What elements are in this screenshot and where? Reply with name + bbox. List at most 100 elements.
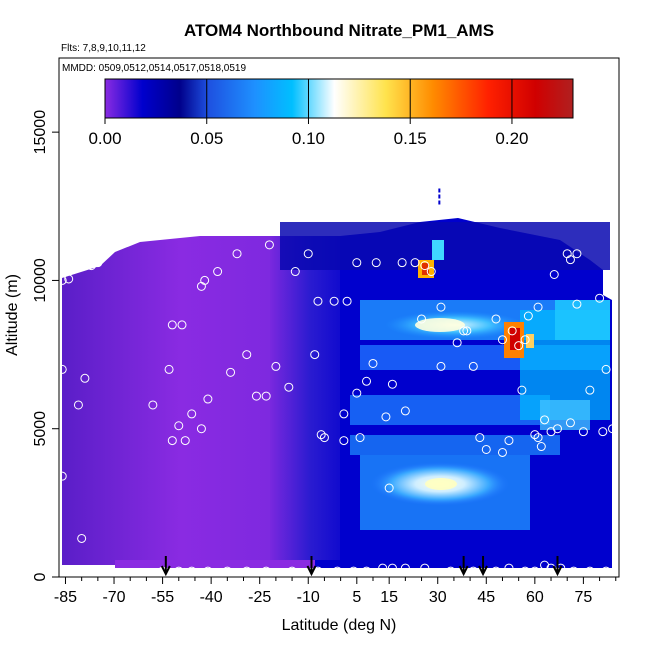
sample-point: [572, 299, 582, 309]
x-tick-label: 15: [380, 589, 398, 606]
heatmap-band-4: [350, 435, 560, 455]
sample-point: [313, 296, 323, 306]
sample-point: [213, 267, 223, 277]
sample-point: [514, 341, 524, 351]
sample-point: [533, 302, 543, 312]
sample-point: [261, 566, 271, 576]
x-tick-label: 75: [574, 589, 592, 606]
sample-point: [410, 258, 420, 268]
sample-point: [164, 364, 174, 374]
sample-point: [174, 566, 184, 576]
sample-point: [319, 433, 329, 443]
sample-point: [601, 364, 611, 374]
sample-point: [585, 566, 595, 576]
sample-point: [167, 436, 177, 446]
x-tick-label: -70: [102, 589, 125, 606]
x-tick-label: 60: [526, 589, 544, 606]
sample-point: [400, 406, 410, 416]
profile-markers: [160, 188, 563, 577]
sample-point: [475, 433, 485, 443]
sample-point: [167, 320, 177, 330]
sample-point: [174, 421, 184, 431]
x-axis: -85 -70 -55 -40 -25 -10 5 15 30 45 60 75: [54, 577, 617, 606]
sample-point: [251, 391, 261, 401]
sample-point: [520, 335, 530, 345]
sample-point: [226, 367, 236, 377]
sample-point: [497, 335, 507, 345]
colorbar-tick-label: 0.10: [292, 129, 325, 148]
sample-point: [397, 258, 407, 268]
profile-arrow-marker: [458, 556, 469, 577]
sample-point: [381, 412, 391, 422]
sample-point: [578, 427, 588, 437]
sample-point: [400, 563, 410, 573]
sample-point: [569, 566, 579, 576]
sample-point: [378, 563, 388, 573]
heatmap-west-region: [62, 236, 300, 565]
sample-point: [362, 376, 372, 386]
plot-frame: [58, 57, 620, 578]
sample-point: [387, 379, 397, 389]
heatmap-field: [62, 218, 612, 568]
sample-point: [426, 267, 436, 277]
heatmap-blob-lower-core: [425, 478, 457, 490]
sample-point: [242, 566, 252, 576]
sample-point: [349, 566, 359, 576]
flights-subtitle: Flts: 7,8,9,10,11,12: [61, 43, 146, 54]
sample-point: [203, 566, 213, 576]
sample-point: [329, 296, 339, 306]
heatmap-upper-band: [280, 222, 610, 270]
chart-title: ATOM4 Northbound Nitrate_PM1_AMS: [184, 21, 494, 40]
sample-point: [64, 274, 74, 284]
x-axis-label: Latitude (deg N): [282, 617, 397, 634]
sample-point: [187, 566, 197, 576]
sample-point: [77, 533, 87, 543]
sample-point: [507, 326, 517, 336]
sample-point: [355, 433, 365, 443]
sample-point: [585, 385, 595, 395]
y-axis-label: Altitude (m): [4, 274, 21, 356]
y-tick-label: 10000: [32, 258, 49, 303]
heatmap-hot-mid-core: [510, 328, 520, 350]
sample-point: [80, 373, 90, 383]
sample-point: [417, 314, 427, 324]
sample-point: [310, 350, 320, 360]
sample-point: [196, 424, 206, 434]
sample-point: [436, 361, 446, 371]
colorbar-tick-label: 0.15: [394, 129, 427, 148]
y-tick-label: 15000: [32, 110, 49, 155]
sample-points: [57, 234, 618, 576]
sample-point: [530, 566, 540, 576]
colorbar-ticks: 0.00 0.05 0.10 0.15 0.20: [88, 79, 529, 148]
sample-point: [203, 394, 213, 404]
sample-point: [491, 566, 501, 576]
sample-point: [540, 415, 550, 425]
sample-point: [420, 563, 430, 573]
sample-point: [57, 471, 67, 481]
sample-point: [352, 388, 362, 398]
x-tick-label: 30: [429, 589, 447, 606]
sample-point: [339, 436, 349, 446]
heatmap-mid-region: [270, 236, 360, 565]
sample-point: [608, 424, 618, 434]
sample-point: [261, 391, 271, 401]
x-tick-label: -40: [200, 589, 223, 606]
sample-point: [232, 249, 242, 259]
sample-point: [73, 400, 83, 410]
sample-point: [523, 311, 533, 321]
y-axis: 0 5000 10000 15000: [32, 110, 59, 581]
sample-point: [436, 302, 446, 312]
sample-point: [264, 240, 274, 250]
heatmap-hot-mid-side: [526, 334, 534, 348]
sample-point: [362, 566, 372, 576]
sample-point: [481, 444, 491, 454]
sample-point: [290, 267, 300, 277]
sample-point: [517, 385, 527, 395]
sample-point: [530, 430, 540, 440]
sample-point: [504, 436, 514, 446]
sample-point: [148, 400, 158, 410]
sample-point: [572, 249, 582, 259]
sample-point: [57, 364, 67, 374]
heatmap-hot-upper-core: [422, 263, 429, 275]
sample-point: [497, 447, 507, 457]
